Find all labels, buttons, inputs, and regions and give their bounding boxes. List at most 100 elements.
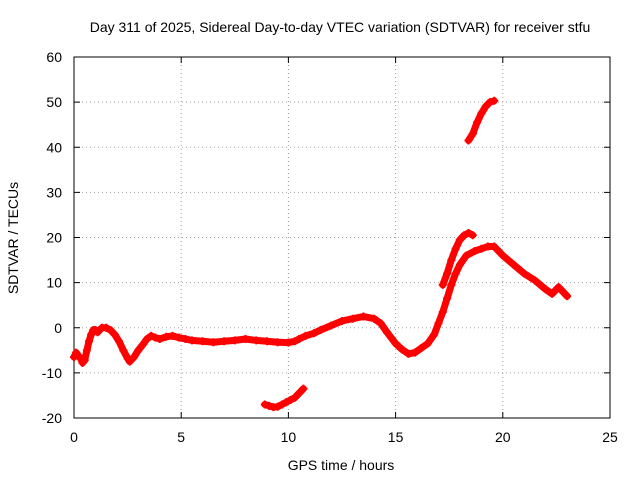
data-point — [464, 136, 473, 145]
data-point — [376, 319, 385, 328]
data-point — [438, 307, 447, 316]
data-point — [383, 328, 392, 337]
data-point — [80, 356, 89, 365]
y-tick-label: 0 — [54, 320, 62, 336]
y-tick-label: 50 — [46, 94, 62, 110]
data-point — [455, 260, 464, 269]
data-layer — [70, 96, 572, 412]
data-point — [119, 346, 128, 355]
data-point — [327, 321, 336, 330]
data-point — [548, 289, 557, 298]
data-point — [241, 335, 250, 344]
data-point — [498, 251, 507, 260]
data-point — [87, 330, 96, 339]
data-point — [284, 338, 293, 347]
data-point — [462, 251, 471, 260]
data-point — [460, 231, 469, 240]
data-point — [273, 402, 282, 411]
data-point — [70, 353, 78, 362]
data-point — [423, 339, 432, 348]
data-point — [473, 118, 482, 127]
data-point — [72, 348, 81, 357]
data-point — [181, 335, 190, 344]
x-tick-label: 25 — [602, 429, 618, 445]
data-point — [187, 336, 196, 345]
x-tick-label: 0 — [70, 429, 78, 445]
data-point — [286, 395, 295, 404]
data-point — [252, 336, 261, 345]
data-point — [404, 349, 413, 358]
data-point — [220, 337, 229, 346]
data-point — [490, 242, 499, 251]
data-point — [563, 292, 572, 301]
data-point — [348, 314, 357, 323]
data-point — [455, 235, 464, 244]
data-point — [443, 269, 452, 278]
y-tick-label: -20 — [42, 410, 62, 426]
y-axis-label: SDTVAR / TECUs — [5, 182, 21, 294]
x-tick-label: 20 — [495, 429, 511, 445]
data-point — [265, 401, 274, 410]
data-point — [316, 326, 325, 335]
chart-title: Day 311 of 2025, Sidereal Day-to-day VTE… — [90, 19, 591, 35]
data-series-band — [70, 243, 571, 367]
y-tick-label: 40 — [46, 139, 62, 155]
data-point — [434, 319, 443, 328]
data-point — [541, 285, 550, 294]
data-point — [76, 354, 85, 363]
data-point — [464, 228, 473, 237]
data-point — [477, 109, 486, 118]
data-point — [295, 335, 304, 344]
data-point — [338, 316, 346, 325]
data-point — [417, 344, 426, 353]
x-axis-label: GPS time / hours — [288, 457, 395, 473]
data-point — [273, 338, 282, 347]
data-point — [530, 276, 539, 285]
data-point — [430, 330, 439, 339]
data-point — [490, 96, 499, 105]
data-point — [443, 294, 452, 303]
data-point — [398, 345, 407, 354]
data-point — [147, 331, 156, 340]
y-tick-label: 30 — [46, 184, 62, 200]
x-tick-label: 5 — [177, 429, 185, 445]
data-point — [138, 340, 147, 349]
data-point — [301, 331, 310, 340]
tick-marks — [73, 56, 611, 419]
data-point — [485, 98, 494, 107]
y-tick-label: 60 — [46, 49, 62, 65]
y-tick-label: -10 — [42, 365, 62, 381]
data-point — [209, 338, 218, 347]
data-point — [290, 393, 299, 402]
data-point — [447, 280, 456, 289]
data-point — [134, 346, 143, 355]
data-point — [451, 244, 460, 253]
data-point — [468, 231, 477, 240]
data-point — [299, 384, 308, 393]
data-point — [260, 400, 269, 409]
data-point — [130, 353, 139, 362]
data-point — [451, 269, 460, 278]
data-point — [82, 346, 91, 355]
data-point — [470, 247, 479, 256]
data-point — [468, 129, 477, 138]
data-point — [410, 348, 419, 357]
data-point — [151, 333, 160, 342]
data-point — [115, 337, 124, 346]
data-point — [175, 333, 184, 342]
data-point — [198, 337, 207, 346]
data-point — [370, 314, 379, 323]
data-point — [310, 329, 319, 338]
data-point — [447, 256, 456, 265]
data-point — [290, 337, 299, 346]
data-point — [477, 244, 486, 253]
x-tick-label: 10 — [281, 429, 297, 445]
y-tick-label: 20 — [46, 230, 62, 246]
data-point — [509, 260, 518, 269]
data-point — [295, 389, 304, 398]
data-point — [142, 335, 151, 344]
x-tick-label: 15 — [388, 429, 404, 445]
data-point — [277, 400, 286, 409]
y-tick-label: 10 — [46, 275, 62, 291]
